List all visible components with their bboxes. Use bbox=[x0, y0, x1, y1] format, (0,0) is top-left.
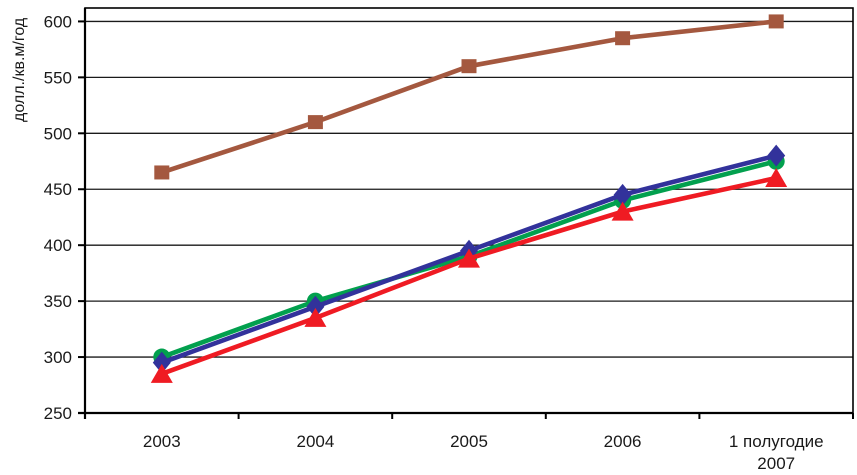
y-tick-label: 550 bbox=[44, 68, 72, 87]
y-tick-label: 300 bbox=[44, 348, 72, 367]
marker-diamond bbox=[767, 144, 786, 167]
marker-triangle bbox=[458, 248, 480, 268]
x-category-label: 2004 bbox=[296, 432, 334, 451]
x-category-label: 2006 bbox=[604, 432, 642, 451]
marker-triangle bbox=[150, 363, 173, 383]
marker-diamond bbox=[152, 351, 171, 374]
marker-triangle bbox=[765, 168, 788, 188]
axis-ticks-and-labels: 250 300 350 400 450 500 550 600 2003 2004 2005 2006… bbox=[44, 12, 854, 473]
y-axis-title: долл./кв.м/год bbox=[11, 17, 28, 122]
marker-square bbox=[615, 31, 631, 46]
marker-diamond bbox=[613, 183, 632, 206]
y-tick-label: 350 bbox=[44, 292, 72, 311]
y-tick-label: 500 bbox=[44, 124, 72, 143]
series-line-red-triangles bbox=[159, 175, 779, 377]
series-line-brown-squares bbox=[159, 19, 779, 175]
series-red-triangles bbox=[150, 168, 788, 383]
marker-square bbox=[154, 165, 170, 180]
data-series bbox=[150, 14, 788, 383]
y-tick-label: 400 bbox=[44, 236, 72, 255]
marker-square bbox=[307, 115, 323, 130]
y-tick-label: 450 bbox=[44, 180, 72, 199]
marker-square bbox=[461, 59, 477, 74]
x-category-label: 2007 bbox=[757, 454, 795, 473]
marker-square bbox=[768, 14, 784, 29]
x-category-label: 1 полугодие bbox=[729, 432, 824, 451]
y-tick-label: 600 bbox=[44, 12, 72, 31]
marker-triangle bbox=[611, 201, 634, 221]
x-category-label: 2003 bbox=[143, 432, 181, 451]
y-tick-label: 250 bbox=[44, 404, 72, 423]
series-brown-squares bbox=[154, 14, 784, 180]
marker-triangle bbox=[304, 307, 327, 327]
x-category-label: 2005 bbox=[450, 432, 488, 451]
marker-diamond bbox=[306, 295, 325, 318]
